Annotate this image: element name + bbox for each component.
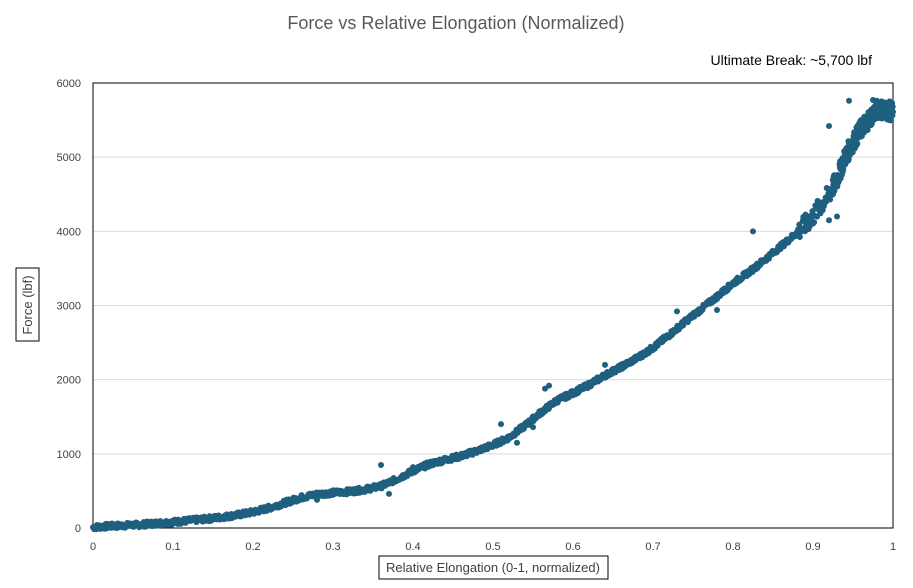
x-tick-label: 0.5 [485,541,500,553]
outlier-point [714,306,720,313]
y-tick-label: 2000 [57,375,81,387]
y-axis-label: Force (lbf) [20,275,35,334]
data-point [796,234,803,241]
data-point [889,103,896,110]
chart-title: Force vs Relative Elongation (Normalized… [287,13,624,33]
outlier-point [314,496,320,503]
x-tick-label: 0.3 [325,541,340,553]
outlier-point [602,361,608,368]
outlier-point [674,308,680,315]
x-tick-label: 0.1 [165,541,180,553]
x-axis-ticks: 0 0.1 0.2 0.3 0.4 0.5 0.6 0.7 0.8 0.9 1 [90,541,896,553]
y-tick-label: 3000 [57,301,81,313]
data-point [890,108,896,115]
x-tick-label: 1 [890,541,896,553]
ultimate-break-annotation: Ultimate Break: ~5,700 lbf [711,52,873,68]
outlier-point [846,97,852,104]
data-points [90,97,896,533]
y-axis-label-box [15,267,40,342]
y-tick-label: 4000 [57,226,81,238]
x-tick-label: 0.9 [805,541,820,553]
outlier-point [514,439,520,446]
data-point [827,196,834,203]
y-axis-ticks: 0 1000 2000 3000 4000 5000 6000 [57,78,81,535]
gridlines [93,156,893,455]
outlier-point [542,385,548,392]
data-point [888,117,894,124]
outlier-point [378,461,384,468]
x-axis-label: Relative Elongation (0-1, normalized) [386,560,600,575]
outlier-point [826,123,832,130]
data-point [814,197,821,204]
x-tick-label: 0.2 [245,541,260,553]
y-tick-label: 1000 [57,449,81,461]
outlier-point [826,217,832,224]
data-point [811,219,818,226]
x-tick-label: 0 [90,541,96,553]
outlier-point [750,228,756,235]
x-tick-label: 0.4 [405,541,420,553]
outlier-point [834,213,840,220]
outlier-point [386,490,392,497]
x-tick-label: 0.7 [645,541,660,553]
x-axis-label-box [378,555,609,580]
x-tick-label: 0.8 [725,541,740,553]
outlier-point [870,97,876,104]
x-tick-label: 0.6 [565,541,580,553]
data-point [854,140,861,147]
outlier-point [410,464,416,471]
plot-area-border [92,82,894,529]
y-tick-label: 6000 [57,78,81,90]
outlier-point [498,421,504,428]
y-tick-label: 0 [75,523,81,535]
y-tick-label: 5000 [57,152,81,164]
data-point [802,211,809,218]
outlier-point [530,424,536,431]
